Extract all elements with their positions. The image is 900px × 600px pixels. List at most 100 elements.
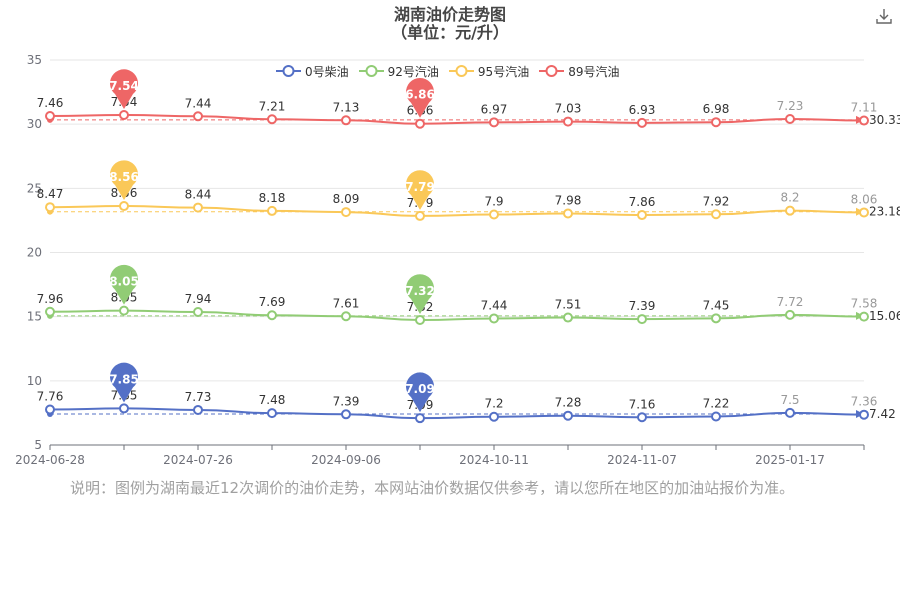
- data-point[interactable]: [563, 312, 573, 323]
- avg-label: 23.18: [869, 205, 900, 219]
- data-point[interactable]: [193, 202, 203, 213]
- data-point[interactable]: [267, 310, 277, 321]
- data-point[interactable]: [193, 404, 203, 415]
- data-point[interactable]: [859, 409, 869, 420]
- data-point[interactable]: [711, 209, 721, 220]
- pin-label: 7.32: [405, 284, 435, 298]
- data-label: 7.86: [629, 195, 656, 209]
- data-point[interactable]: [489, 411, 499, 422]
- data-label: 7.48: [259, 393, 286, 407]
- data-point[interactable]: [341, 311, 351, 322]
- data-label: 7.94: [185, 292, 212, 306]
- pin-marker: [405, 170, 434, 210]
- series-line-0: [49, 407, 865, 420]
- legend-item[interactable]: 89号汽油: [539, 63, 619, 80]
- data-point[interactable]: [563, 410, 573, 421]
- data-point[interactable]: [119, 305, 129, 316]
- data-label: 7.61: [333, 296, 360, 310]
- data-point[interactable]: [637, 412, 647, 423]
- data-point[interactable]: [859, 207, 869, 218]
- pin-marker: [405, 372, 434, 413]
- data-label: 7.28: [555, 396, 582, 410]
- data-point[interactable]: [711, 411, 721, 422]
- data-label: 8.18: [259, 191, 286, 205]
- download-icon[interactable]: [874, 6, 894, 26]
- data-point[interactable]: [785, 205, 795, 216]
- data-label: 8.47: [37, 187, 64, 201]
- pin-label: 7.85: [109, 372, 139, 386]
- data-label: 8.09: [333, 192, 360, 206]
- data-point[interactable]: [341, 115, 351, 126]
- pin-label: 6.86: [405, 88, 435, 102]
- data-label: 6.98: [703, 102, 730, 116]
- data-label: 7.92: [703, 194, 730, 208]
- data-point[interactable]: [193, 307, 203, 318]
- data-label: 7.22: [703, 396, 730, 410]
- legend-marker-icon: [276, 65, 301, 77]
- data-point[interactable]: [119, 110, 129, 121]
- data-point[interactable]: [785, 114, 795, 125]
- y-tick-label: 10: [27, 374, 42, 388]
- data-point[interactable]: [267, 114, 277, 125]
- data-point[interactable]: [637, 117, 647, 128]
- data-point[interactable]: [859, 115, 869, 126]
- data-point[interactable]: [45, 404, 55, 415]
- legend-label: 95号汽油: [477, 64, 530, 79]
- data-label: 7.51: [555, 298, 582, 312]
- data-point[interactable]: [711, 117, 721, 128]
- data-point[interactable]: [341, 207, 351, 218]
- avg-label: 30.33: [869, 113, 900, 127]
- pin-marker: [110, 69, 138, 110]
- data-label: 6.97: [481, 102, 508, 116]
- data-label: 7.98: [555, 193, 582, 207]
- x-tick-label: 2024-11-07: [607, 453, 677, 467]
- data-label: 7.13: [333, 100, 360, 114]
- data-point[interactable]: [341, 409, 351, 420]
- data-point[interactable]: [119, 403, 129, 414]
- data-point[interactable]: [45, 111, 55, 122]
- data-point[interactable]: [415, 118, 425, 129]
- data-point[interactable]: [711, 313, 721, 324]
- data-point[interactable]: [119, 201, 129, 212]
- series-line-1: [49, 309, 865, 321]
- data-point[interactable]: [489, 117, 499, 128]
- data-point[interactable]: [267, 408, 277, 419]
- y-tick-label: 25: [27, 181, 42, 195]
- data-point[interactable]: [415, 210, 425, 221]
- legend-item[interactable]: 95号汽油: [448, 63, 530, 80]
- legend-item[interactable]: 92号汽油: [358, 63, 439, 80]
- legend-item[interactable]: 0号柴油: [276, 63, 349, 80]
- data-label: 7.58: [851, 297, 878, 311]
- chart-subtitle: （单位：元/升）: [391, 23, 509, 42]
- data-label: 8.06: [851, 192, 878, 206]
- data-point[interactable]: [45, 202, 55, 213]
- data-point[interactable]: [45, 306, 55, 317]
- data-point[interactable]: [193, 111, 203, 122]
- data-point[interactable]: [563, 116, 573, 127]
- x-tick-label: 2024-10-11: [459, 453, 529, 467]
- data-point[interactable]: [637, 314, 647, 325]
- data-label: 7.16: [629, 397, 656, 411]
- data-point[interactable]: [859, 311, 869, 322]
- pin-label: 8.05: [109, 275, 139, 289]
- avg-label: 15.06: [869, 309, 900, 323]
- data-point[interactable]: [563, 208, 573, 219]
- data-point[interactable]: [785, 309, 795, 320]
- data-point[interactable]: [415, 314, 425, 325]
- data-label: 7.73: [185, 390, 212, 404]
- data-label: 7.39: [629, 299, 656, 313]
- legend-label: 89号汽油: [568, 64, 620, 79]
- data-point[interactable]: [785, 407, 795, 418]
- data-label: 7.96: [37, 292, 64, 306]
- data-point[interactable]: [489, 313, 499, 324]
- series-line-3: [49, 114, 865, 125]
- data-point[interactable]: [637, 210, 647, 221]
- data-label: 7.69: [259, 295, 286, 309]
- data-point[interactable]: [489, 209, 499, 220]
- data-label: 8.2: [780, 191, 799, 205]
- data-point[interactable]: [267, 205, 277, 216]
- data-label: 7.23: [777, 99, 804, 113]
- x-tick-label: 2025-01-17: [755, 453, 825, 467]
- data-point[interactable]: [415, 413, 425, 424]
